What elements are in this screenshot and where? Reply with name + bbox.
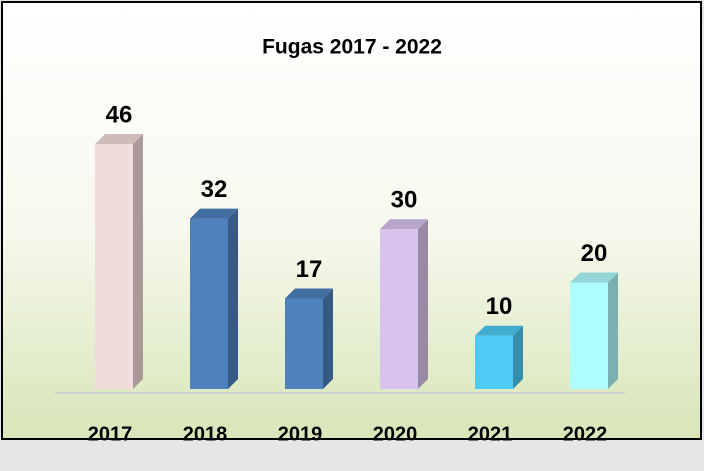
value-label: 32: [201, 176, 228, 203]
bar-top: [380, 219, 428, 230]
x-tick-label: 2019: [278, 423, 323, 445]
x-tick-label: 2017: [88, 423, 133, 445]
chart-title: Fugas 2017 - 2022: [262, 36, 442, 59]
x-tick-label: 2020: [373, 423, 418, 445]
bar-top: [475, 325, 523, 336]
bar-top: [570, 272, 618, 283]
bar-side: [418, 219, 428, 389]
bar-top: [285, 288, 333, 299]
x-tick-label: 2022: [563, 423, 608, 445]
bar-side: [133, 134, 143, 389]
x-tick-label: 2018: [183, 423, 228, 445]
bar-top: [190, 208, 238, 219]
x-tick-label: 2021: [468, 423, 513, 445]
status-strip: [0, 440, 704, 466]
bar: [570, 282, 608, 389]
bar: [95, 144, 133, 389]
bar: [380, 229, 418, 389]
bar-side: [608, 272, 618, 389]
value-label: 10: [486, 293, 513, 320]
value-label: 46: [106, 101, 133, 128]
bar-top: [95, 134, 143, 144]
bar: [190, 218, 228, 389]
value-label: 30: [391, 187, 418, 214]
bar-side: [228, 208, 238, 389]
bar: [475, 335, 513, 389]
bar-side: [513, 325, 523, 389]
value-label: 17: [296, 256, 323, 283]
bar-side: [323, 288, 333, 389]
bar: [285, 298, 323, 389]
value-label: 20: [581, 240, 608, 267]
